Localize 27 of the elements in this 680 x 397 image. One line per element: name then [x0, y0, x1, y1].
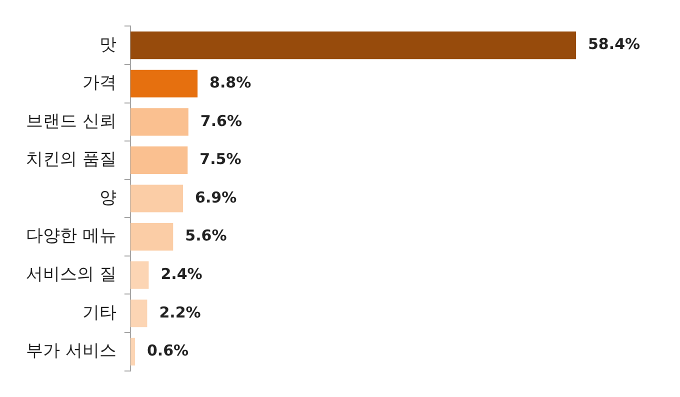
bar	[130, 223, 174, 251]
bar	[130, 184, 184, 212]
data-label: 2.2%	[159, 303, 201, 322]
bar	[130, 338, 135, 366]
y-tick-label: 브랜드 신뢰	[26, 111, 116, 132]
data-label: 7.6%	[200, 112, 242, 130]
bar	[130, 70, 198, 98]
y-tick-label: 가격	[82, 73, 116, 94]
y-tick-label: 양	[99, 188, 116, 208]
y-tick-label: 다양한 메뉴	[26, 226, 116, 246]
bar	[130, 261, 149, 289]
data-label: 58.4%	[588, 35, 640, 54]
data-label: 2.4%	[160, 264, 202, 283]
data-label: 8.8%	[210, 74, 252, 92]
bar	[130, 300, 148, 328]
bar	[130, 146, 188, 174]
data-label: 7.5%	[200, 150, 242, 168]
y-tick-label: 맛	[99, 34, 116, 55]
y-tick-label: 부가 서비스	[26, 341, 116, 362]
y-tick-label: 치킨의 품질	[26, 150, 116, 170]
data-label: 6.9%	[195, 188, 237, 206]
bar	[130, 32, 576, 60]
y-tick-label: 서비스의 질	[26, 264, 116, 284]
bar	[130, 108, 188, 136]
data-label: 5.6%	[185, 226, 227, 245]
y-tick-label: 기타	[82, 302, 116, 323]
data-label: 0.6%	[146, 342, 189, 360]
